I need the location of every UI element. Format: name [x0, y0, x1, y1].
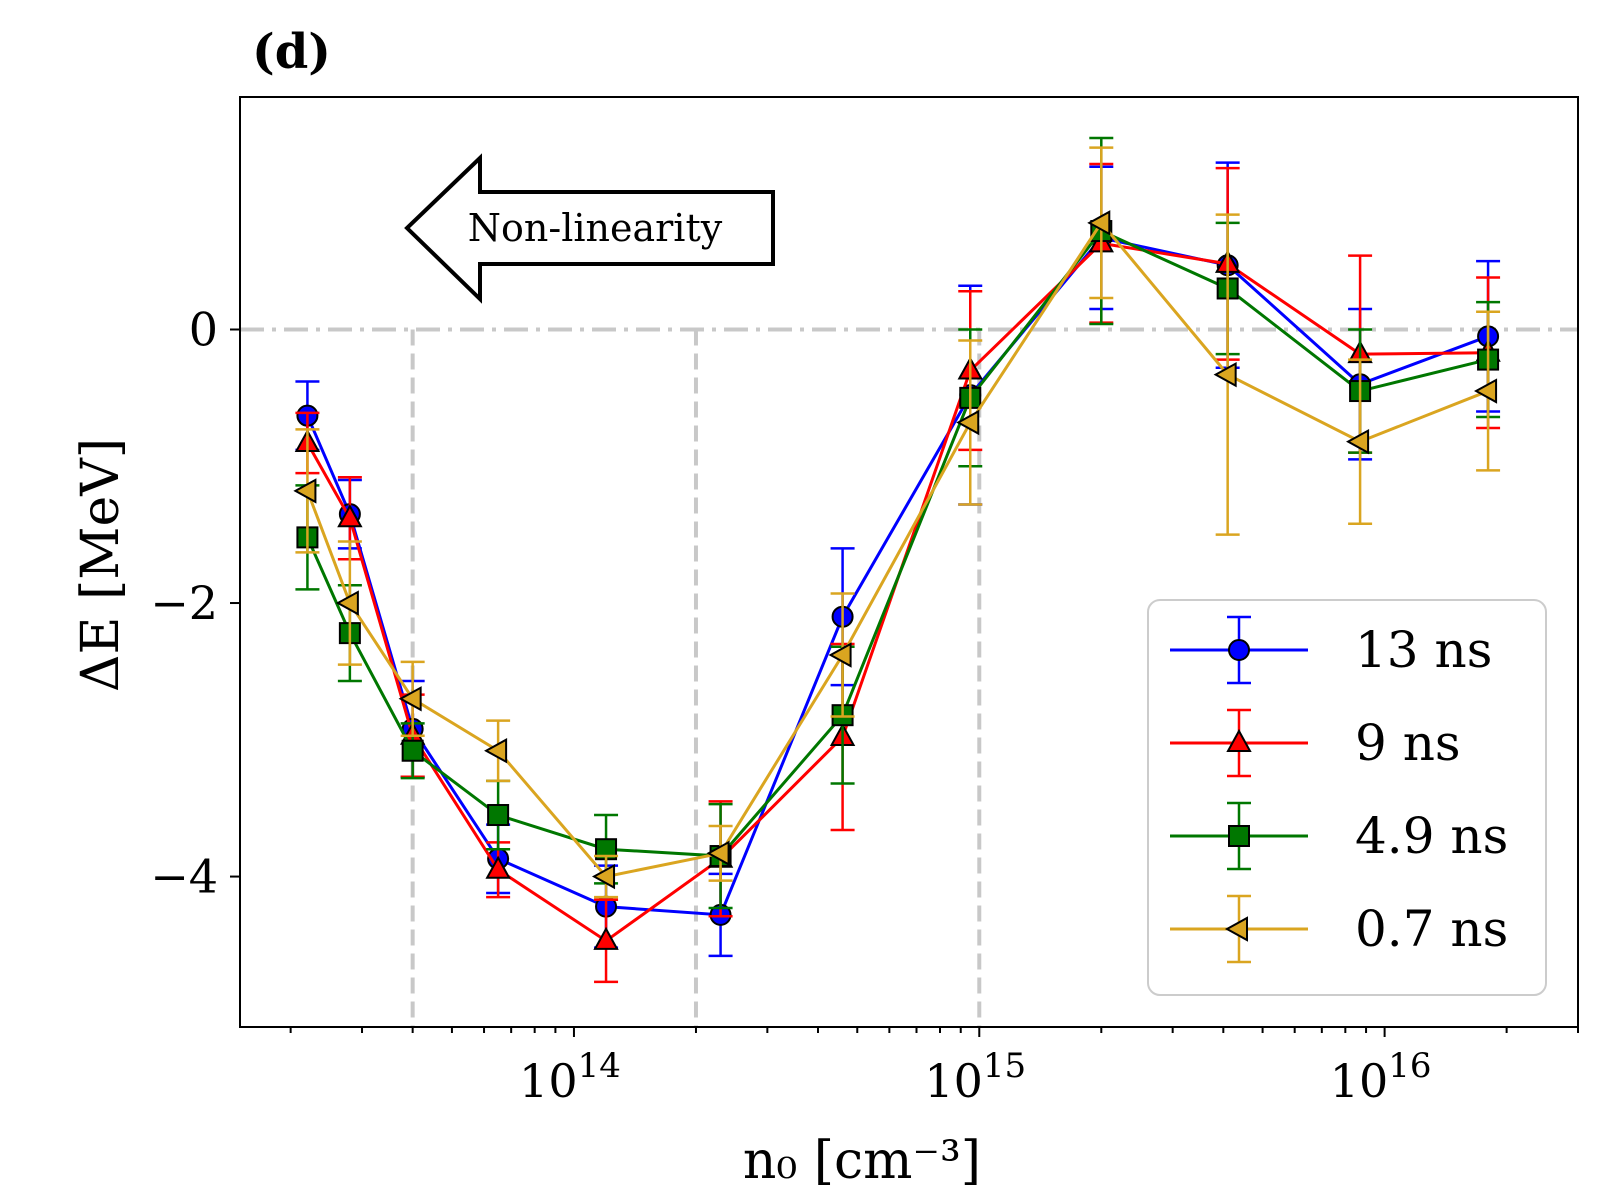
y-tick-label: −2: [150, 576, 218, 630]
series-0.7-ns: [293, 146, 1501, 899]
x-tick-label: 1015: [924, 1046, 1026, 1108]
annotation-text: Non-linearity: [468, 206, 723, 250]
data-point: [1474, 378, 1498, 404]
x-tick-label: 1016: [1330, 1046, 1432, 1108]
data-point: [593, 926, 619, 950]
legend-label: 13 ns: [1355, 621, 1492, 679]
data-point: [401, 739, 424, 762]
data-point: [591, 863, 616, 890]
legend-item: 0.7 ns: [1170, 894, 1508, 964]
legend-label: 9 ns: [1355, 714, 1461, 772]
legend-marker: [1226, 728, 1252, 752]
data-point: [1087, 210, 1111, 236]
data-point: [828, 642, 852, 668]
data-point: [398, 686, 422, 712]
plot-frame: [239, 96, 1579, 1028]
data-point: [293, 478, 317, 504]
y-tick-label: −4: [150, 850, 218, 904]
series-line: [306, 236, 1489, 917]
legend-label: 0.7 ns: [1355, 900, 1508, 958]
axis-ticks: 1014 1015 1016 0 −2 −4: [150, 303, 1579, 1108]
legend-marker: [1228, 639, 1250, 661]
data-point: [484, 738, 508, 764]
x-tick-label: 1014: [519, 1046, 621, 1108]
legend-item: 4.9 ns: [1170, 801, 1508, 871]
legend: 13 ns 9 ns 4.9 ns 0.7 ns: [1147, 599, 1547, 996]
series-layer: [293, 136, 1501, 984]
x-axis-label: n₀ [cm⁻³]: [743, 1131, 981, 1191]
non-linearity-annotation: Non-linearity: [404, 153, 775, 304]
data-point: [485, 855, 511, 879]
series-line: [306, 229, 1489, 858]
data-point: [956, 409, 980, 436]
data-point: [335, 590, 359, 616]
legend-label: 4.9 ns: [1355, 807, 1508, 865]
panel-label: (d): [252, 24, 331, 80]
y-axis-label: ΔE [MeV]: [71, 438, 131, 692]
data-point: [337, 504, 363, 528]
series-line: [306, 220, 1489, 879]
legend-item: 9 ns: [1170, 708, 1461, 778]
data-point: [1213, 361, 1237, 388]
y-tick-label: 0: [189, 303, 218, 357]
data-point: [487, 804, 510, 827]
data-point: [706, 840, 730, 867]
legend-marker: [1224, 916, 1248, 942]
left-arrow-icon: [404, 153, 775, 304]
data-point: [1346, 428, 1370, 455]
legend-item: 13 ns: [1170, 615, 1492, 685]
legend-marker: [1228, 825, 1250, 847]
